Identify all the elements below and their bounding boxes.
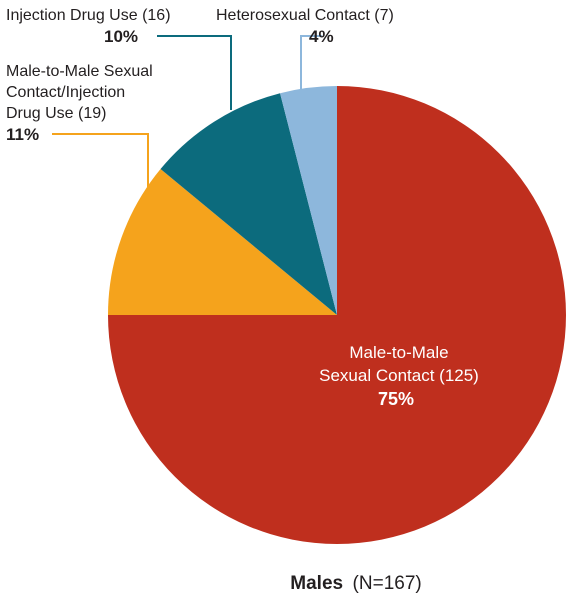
leader-line-het [300,35,322,90]
leader-line-mmidu [52,133,149,192]
percent-idu: 10% [104,27,138,46]
chart-subtitle: (N=167) [353,573,422,594]
label-mm-line-1: Sexual Contact (125) [319,366,479,385]
percent-mmidu: 11% [6,125,39,144]
pie-slice-het [280,86,337,315]
label-mm-line-0: Male-to-Male [349,343,448,362]
leader-lines [52,35,322,192]
chart-title: Males [290,573,343,594]
label-heterosexual-line-0: Heterosexual Contact (7) [216,7,394,24]
pie-slice-mmidu [107,169,337,315]
chart-title-group: Males (N=167) [290,573,421,594]
leader-line-idu [157,35,232,110]
pie-slice-idu [160,93,337,315]
percent-mm: 75% [378,389,414,409]
pie-slices [107,86,566,544]
label-mmidu-line-2: Drug Use (19) [6,105,106,122]
percent-heterosexual: 4% [309,27,334,46]
label-idu-line-0: Injection Drug Use (16) [6,7,171,24]
label-mmidu-line-0: Male-to-Male Sexual [6,63,153,80]
label-mmidu-line-1: Contact/Injection [6,84,125,101]
